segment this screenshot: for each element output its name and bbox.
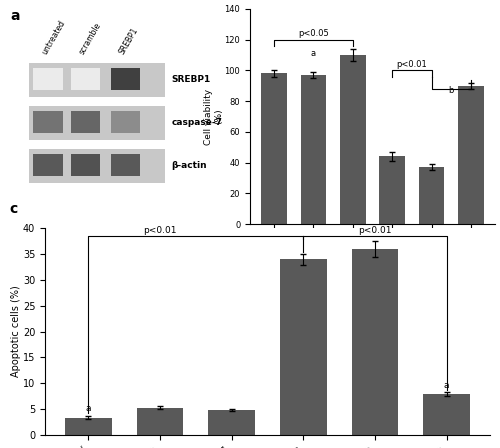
Text: SREBP1: SREBP1	[172, 75, 211, 84]
Text: p<0.05: p<0.05	[298, 29, 328, 38]
Bar	[280, 259, 326, 435]
Bar	[340, 55, 365, 224]
Text: b: b	[448, 86, 454, 95]
Bar	[419, 167, 444, 224]
Text: p<0.01: p<0.01	[144, 226, 177, 235]
Text: a: a	[444, 381, 450, 390]
FancyBboxPatch shape	[111, 154, 140, 176]
Bar	[65, 418, 112, 435]
Bar	[423, 394, 470, 435]
FancyBboxPatch shape	[29, 149, 166, 183]
Text: c: c	[10, 202, 18, 216]
FancyBboxPatch shape	[29, 63, 166, 97]
Bar	[300, 75, 326, 224]
Y-axis label: Apoptotic cells (%): Apoptotic cells (%)	[12, 286, 22, 377]
FancyBboxPatch shape	[33, 68, 62, 90]
FancyBboxPatch shape	[71, 68, 101, 90]
Text: a: a	[10, 9, 20, 23]
Text: caspase-7: caspase-7	[172, 118, 222, 127]
FancyBboxPatch shape	[111, 68, 140, 90]
Text: scramble: scramble	[78, 21, 103, 56]
FancyBboxPatch shape	[71, 111, 101, 133]
FancyBboxPatch shape	[33, 111, 62, 133]
Bar	[208, 410, 255, 435]
Bar	[380, 156, 405, 224]
Bar	[352, 249, 398, 435]
FancyBboxPatch shape	[29, 106, 166, 140]
Bar	[261, 73, 287, 224]
Text: SREBP1: SREBP1	[118, 26, 140, 56]
FancyBboxPatch shape	[111, 111, 140, 133]
Text: a: a	[311, 49, 316, 58]
Text: β-actin: β-actin	[172, 161, 207, 170]
FancyBboxPatch shape	[33, 154, 62, 176]
Text: p<0.01: p<0.01	[358, 226, 392, 235]
Bar	[137, 408, 184, 435]
Text: p<0.01: p<0.01	[396, 60, 428, 69]
Y-axis label: Cell viability
(%): Cell viability (%)	[204, 88, 223, 145]
Bar	[458, 86, 484, 224]
Text: untreated: untreated	[40, 19, 67, 56]
Text: a: a	[86, 405, 91, 414]
FancyBboxPatch shape	[71, 154, 101, 176]
